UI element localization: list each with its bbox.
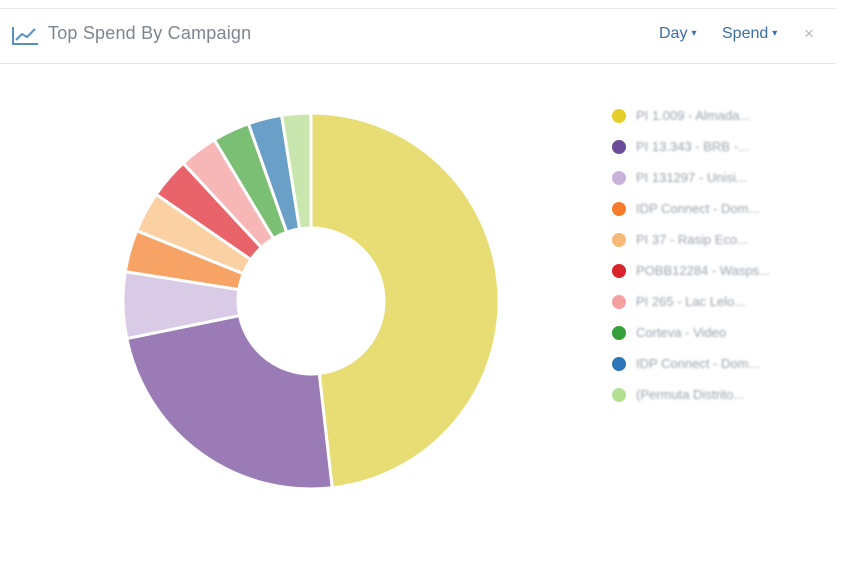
chart-legend: PI 1.009 - Almada... PI 13.343 - BRB -...… (612, 100, 770, 410)
legend-item[interactable]: PI 13.343 - BRB -... (612, 131, 770, 162)
legend-label: PI 265 - Lac Lelo... (636, 294, 746, 309)
legend-swatch (612, 139, 626, 154)
donut-slice-2[interactable] (125, 313, 334, 491)
legend-item[interactable]: POBB12284 - Wasps... (612, 255, 770, 286)
legend-swatch (612, 325, 626, 340)
legend-item[interactable]: PI 37 - Rasip Eco... (612, 224, 770, 255)
legend-label: PI 13.343 - BRB -... (636, 139, 749, 154)
legend-label: PI 1.009 - Almada... (636, 108, 751, 123)
legend-item[interactable]: PI 131297 - Unisi... (612, 162, 770, 193)
donut-chart (121, 111, 501, 491)
top-divider (0, 8, 836, 9)
legend-label: IDP Connect - Dom... (636, 201, 760, 216)
legend-item[interactable]: (Permuta Distrito... (612, 379, 770, 410)
close-icon[interactable]: × (804, 24, 814, 43)
legend-item[interactable]: IDP Connect - Dom... (612, 193, 770, 224)
legend-swatch (612, 294, 626, 309)
legend-item[interactable]: Corteva - Video (612, 317, 770, 348)
legend-label: Corteva - Video (636, 325, 727, 340)
period-dropdown-label: Day (659, 25, 688, 42)
donut-slice-1[interactable] (309, 111, 501, 490)
metric-dropdown[interactable]: Spend ▾ (722, 25, 777, 43)
legend-swatch (612, 356, 626, 371)
legend-swatch (612, 108, 626, 123)
widget-title: Top Spend By Campaign (48, 23, 252, 43)
legend-swatch (612, 170, 626, 185)
legend-item[interactable]: IDP Connect - Dom... (612, 348, 770, 379)
legend-label: IDP Connect - Dom... (636, 356, 760, 371)
legend-swatch (612, 201, 626, 216)
chevron-down-icon: ▾ (691, 28, 697, 39)
line-chart-icon (12, 27, 38, 45)
legend-swatch (612, 263, 626, 278)
legend-item[interactable]: PI 1.009 - Almada... (612, 100, 770, 131)
legend-label: PI 37 - Rasip Eco... (636, 232, 748, 247)
legend-label: PI 131297 - Unisi... (636, 170, 747, 185)
legend-swatch (612, 387, 626, 402)
legend-label: (Permuta Distrito... (636, 387, 745, 402)
widget-header: Top Spend By Campaign Day ▾ Spend ▾ × (0, 9, 836, 64)
chevron-down-icon: ▾ (772, 28, 778, 39)
legend-item[interactable]: PI 265 - Lac Lelo... (612, 286, 770, 317)
legend-label: POBB12284 - Wasps... (636, 263, 770, 278)
legend-swatch (612, 232, 626, 247)
period-dropdown[interactable]: Day ▾ (659, 25, 696, 43)
metric-dropdown-label: Spend (722, 25, 769, 42)
donut-slice-10[interactable] (279, 111, 313, 231)
